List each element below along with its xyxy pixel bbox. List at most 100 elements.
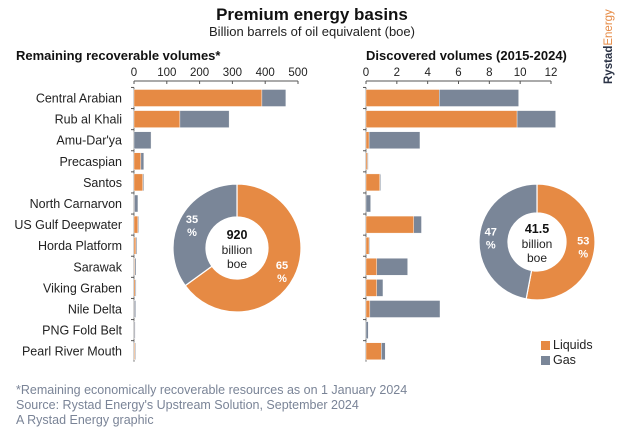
donut-percent-label: 65: [276, 260, 288, 272]
category-label: North Carnarvon: [30, 197, 122, 211]
bar-gas: [381, 342, 386, 360]
category-label: Pearl River Mouth: [22, 345, 122, 359]
category-label: Nile Delta: [68, 303, 122, 317]
donut-percent-label: 47: [485, 227, 497, 239]
donut-center-unit: billion: [222, 243, 253, 257]
bar-gas: [368, 131, 421, 149]
bar-liquids: [133, 173, 144, 192]
category-label: Horda Platform: [38, 239, 122, 253]
bar-liquids: [365, 279, 377, 297]
bar-gas: [134, 300, 136, 318]
category-label: Central Arabian: [36, 92, 122, 106]
category-label: Viking Graben: [43, 281, 122, 295]
donut-percent-sign: %: [486, 240, 496, 252]
category-label: PNG Fold Belt: [42, 324, 122, 338]
x-tick-label: 12: [545, 67, 558, 79]
gas-swatch: [541, 356, 550, 365]
bar-gas: [134, 321, 136, 339]
bar-gas: [379, 173, 381, 192]
donut-center-value: 920: [227, 228, 248, 242]
donut-center-unit: billion: [522, 237, 553, 251]
donut-center-value: 41.5: [525, 222, 549, 236]
bar-liquids: [365, 236, 370, 255]
bar-gas: [142, 173, 145, 192]
category-label: Santos: [83, 176, 122, 190]
source-note: Source: Rystad Energy's Upstream Solutio…: [16, 398, 359, 412]
footnote: *Remaining economically recoverable reso…: [16, 383, 408, 397]
bar-gas: [439, 89, 519, 107]
bar-liquids: [365, 215, 414, 234]
category-label: Amu-Dar'ya: [56, 134, 122, 148]
x-tick-label: 0: [363, 67, 369, 79]
x-tick-label: 200: [190, 67, 209, 79]
x-tick-label: 0: [131, 67, 137, 79]
bar-liquids: [365, 131, 370, 149]
bar-gas: [134, 342, 136, 360]
legend-item-liquids: Liquids: [541, 338, 593, 353]
bar-gas: [137, 215, 139, 234]
bar-gas: [365, 194, 371, 213]
bar-gas: [369, 300, 441, 318]
legend-label-gas: Gas: [553, 353, 576, 367]
donut-percent-sign: %: [187, 227, 197, 239]
category-label: US Gulf Deepwater: [14, 218, 122, 232]
bar-liquids: [133, 152, 142, 171]
brand-energy: Energy: [603, 9, 615, 46]
donut-slice-gas: [172, 183, 238, 287]
bar-gas: [413, 215, 422, 234]
bar-gas: [134, 194, 139, 213]
donut-slice-liquids: [525, 183, 596, 301]
bar-gas: [133, 131, 152, 149]
bar-gas: [365, 321, 369, 339]
bar-liquids: [133, 215, 139, 234]
category-label: Precaspian: [59, 155, 122, 169]
bar-gas: [516, 110, 556, 128]
category-label: Sarawak: [73, 260, 122, 274]
bar-liquids: [365, 342, 382, 360]
bar-gas: [179, 110, 230, 128]
chart-subtitle: Billion barrels of oil equivalent (boe): [209, 24, 415, 39]
liquids-swatch: [541, 341, 550, 350]
bar-gas: [140, 152, 145, 171]
bar-liquids: [365, 258, 377, 276]
donut-center-unit: boe: [227, 257, 247, 271]
bar-gas: [134, 258, 137, 276]
x-tick-label: 500: [288, 67, 307, 79]
donut-center-unit: boe: [527, 251, 547, 265]
right-panel-title: Discovered volumes (2015-2024): [366, 48, 567, 63]
bar-liquids: [365, 173, 381, 192]
bar-liquids: [365, 110, 518, 128]
bar-liquids: [365, 152, 368, 171]
legend-label-liquids: Liquids: [553, 338, 593, 352]
category-label: Rub al Khali: [55, 113, 122, 127]
donut-percent-sign: %: [277, 273, 287, 285]
left-panel-title: Remaining recoverable volumes*: [16, 48, 221, 63]
bar-liquids: [365, 89, 440, 107]
bar-gas: [367, 152, 369, 171]
bar-gas: [368, 236, 371, 255]
bar-gas: [261, 89, 287, 107]
x-tick-label: 400: [256, 67, 275, 79]
donut-slice-liquids: [184, 183, 302, 313]
footer: *Remaining economically recoverable reso…: [16, 383, 407, 428]
x-tick-label: 8: [486, 67, 492, 79]
bar-gas: [135, 279, 137, 297]
bar-liquids: [133, 89, 263, 107]
x-tick-label: 4: [424, 67, 431, 79]
donut-percent-label: 53: [577, 235, 589, 247]
remaining-volumes-chart: 0 100 200 300 400 500 Central Arabian Rub al Kh…: [14, 67, 308, 362]
bar-gas: [376, 258, 408, 276]
svg-text:RystadEnergy: RystadEnergy: [603, 9, 615, 84]
x-tick-label: 10: [514, 67, 527, 79]
bar-liquids: [365, 300, 371, 318]
bar-gas: [135, 236, 138, 255]
x-tick-label: 100: [157, 67, 176, 79]
chart-title: Premium energy basins: [216, 5, 408, 24]
bar-liquids: [133, 236, 137, 255]
rystad-energy-logo: RystadEnergy: [603, 9, 615, 84]
donut-slice-gas: [478, 183, 538, 300]
brand-rystad: Rystad: [603, 46, 615, 84]
legend-item-gas: Gas: [541, 353, 593, 368]
